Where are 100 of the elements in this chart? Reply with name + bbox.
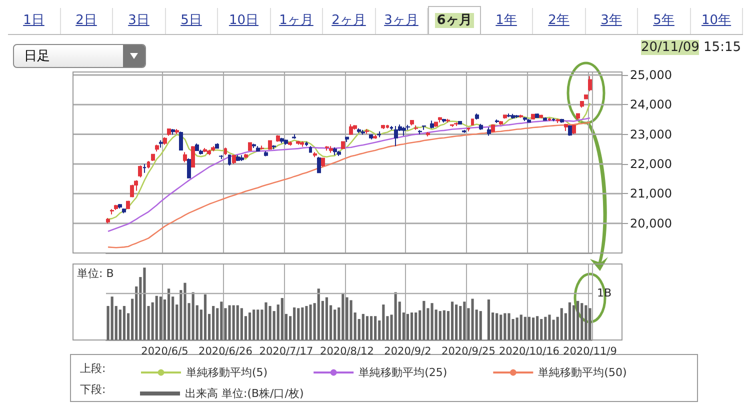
x-tick-label: 2020/9/2: [384, 346, 432, 358]
bar: [220, 302, 223, 340]
candlestick: [503, 114, 507, 120]
candlestick: [268, 140, 272, 150]
bar: [118, 310, 122, 340]
candlestick: [471, 118, 474, 126]
bar: [568, 302, 572, 340]
line-series: [107, 117, 591, 232]
candlestick: [321, 158, 325, 168]
candlestick: [167, 128, 171, 136]
text: 3年: [600, 13, 622, 28]
candlestick: [106, 217, 110, 224]
candlestick: [232, 154, 236, 164]
candlestick: [126, 200, 130, 210]
candlestick: [280, 137, 284, 144]
candlestick: [556, 118, 560, 124]
candlestick: [450, 124, 454, 128]
candlestick: [215, 142, 219, 150]
candlestick: [151, 153, 155, 162]
candlestick: [369, 134, 373, 140]
candlestick: [252, 143, 256, 148]
candlestick: [487, 126, 491, 136]
bar: [471, 298, 474, 340]
bar: [192, 292, 194, 340]
bar: [280, 298, 284, 340]
bar: [268, 306, 272, 340]
candlestick: [499, 120, 503, 126]
bar: [528, 316, 531, 340]
x-tick-label: 2020/6/26: [198, 346, 253, 358]
bar: [422, 300, 426, 340]
bar: [232, 305, 235, 340]
candlestick: [345, 136, 349, 143]
bar: [406, 314, 410, 340]
candlestick: [410, 120, 414, 126]
bar: [520, 314, 522, 340]
bar: [374, 316, 377, 340]
candlestick: [467, 127, 470, 132]
bar: [414, 312, 418, 340]
candlestick: [548, 117, 551, 122]
bar: [487, 299, 490, 340]
bar: [524, 316, 526, 340]
candlestick: [240, 154, 244, 162]
x-tick-label: 2020/7/17: [259, 346, 314, 358]
bar: [572, 305, 576, 340]
candlestick: [438, 116, 442, 123]
x-tick-label: 2020/8/12: [320, 346, 374, 358]
text: 10日: [228, 13, 259, 28]
candlestick: [130, 184, 134, 198]
candlestick: [309, 146, 312, 153]
bar: [122, 306, 126, 340]
candlestick: [531, 113, 535, 120]
bar: [362, 314, 364, 340]
candlestick: [317, 156, 321, 174]
candlestick: [114, 204, 118, 210]
x-tick-label: 2020/10/16: [498, 346, 560, 358]
candlestick: [313, 152, 317, 158]
bar: [500, 314, 502, 340]
candlestick: [377, 130, 381, 138]
bar: [504, 313, 506, 340]
x-tick-label: 2020/11/9: [563, 346, 617, 358]
bar: [450, 302, 454, 340]
x-tick-label: 2020/6/5: [141, 346, 188, 358]
x-tick-label: 2020/9/25: [442, 346, 496, 358]
candlestick: [422, 125, 426, 130]
candlestick: [442, 118, 446, 123]
candlestick: [580, 100, 584, 108]
bar: [342, 292, 344, 340]
bar: [560, 308, 563, 340]
candlestick: [195, 143, 199, 152]
text: 日足: [24, 49, 50, 64]
bar: [536, 316, 539, 340]
bar: [580, 303, 584, 340]
text: 5年: [653, 13, 674, 28]
candlestick: [511, 113, 515, 120]
bar: [297, 308, 300, 340]
candlestick: [341, 140, 345, 150]
candlestick: [219, 154, 223, 160]
bar: [248, 312, 252, 340]
line-series: [107, 122, 591, 248]
candlestick: [183, 152, 187, 163]
bar: [544, 316, 547, 340]
bar: [496, 313, 498, 340]
candlestick: [357, 128, 361, 134]
candlestick: [248, 142, 252, 152]
candlestick: [523, 116, 527, 122]
candlestick: [155, 144, 159, 152]
legend-title: 下段:: [80, 383, 106, 396]
candlestick: [560, 118, 564, 124]
text: 2日: [76, 13, 97, 28]
y-axis-title: 単位: B: [77, 267, 114, 280]
candlestick: [519, 114, 523, 118]
candlestick: [491, 124, 495, 132]
bar: [459, 306, 462, 340]
candlestick: [390, 126, 393, 130]
candlestick: [373, 134, 377, 140]
candlestick: [394, 126, 398, 147]
legend-label: 単純移動平均(5): [186, 366, 268, 379]
candlestick: [244, 153, 248, 159]
text: 1日: [23, 13, 44, 28]
candlestick: [224, 147, 227, 156]
